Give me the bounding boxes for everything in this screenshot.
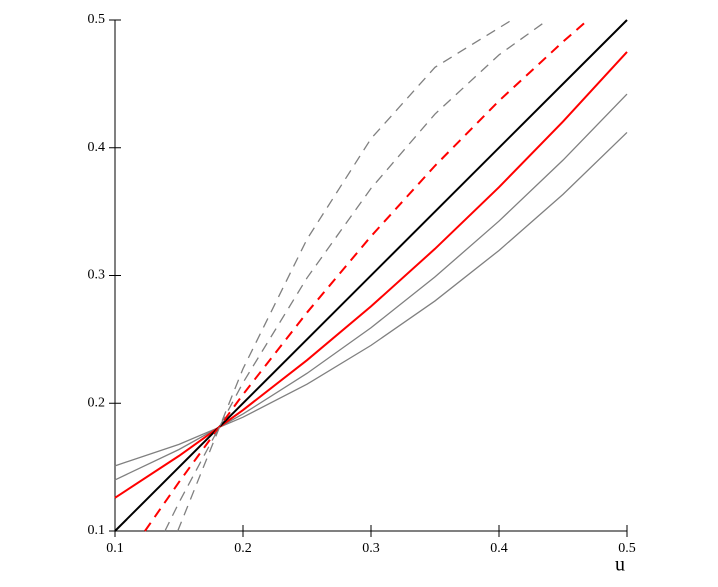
curve (114, 19, 628, 532)
y-tick-label: 0.3 (88, 268, 106, 283)
x-tick-label: 0.5 (618, 541, 636, 556)
x-axis-label: u (615, 554, 625, 576)
curve (164, 19, 549, 532)
x-tick-label: 0.1 (106, 541, 124, 556)
curve (144, 19, 589, 532)
y-tick-label: 0.2 (88, 395, 106, 410)
curve (177, 19, 513, 532)
curve (114, 51, 628, 499)
x-tick-label: 0.3 (362, 541, 380, 556)
curve (114, 131, 628, 467)
x-tick-label: 0.2 (234, 541, 252, 556)
x-tick-label: 0.4 (490, 541, 508, 556)
y-tick-label: 0.1 (88, 523, 106, 538)
curve (114, 93, 628, 481)
y-tick-label: 0.4 (88, 140, 106, 155)
y-tick-label: 0.5 (88, 12, 106, 27)
